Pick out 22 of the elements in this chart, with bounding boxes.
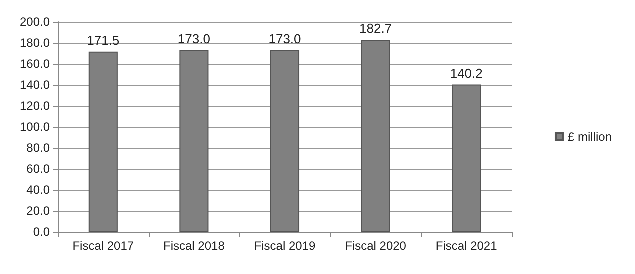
text: 173.0	[178, 31, 210, 46]
text: 182.7	[360, 21, 392, 36]
y-tick-label: 60.0	[26, 162, 50, 176]
x-tick-label: Fiscal 2019	[254, 239, 316, 253]
text: 173.0	[268, 31, 302, 46]
y-tick-label: 140.0	[20, 78, 50, 92]
y-tick-label: 180.0	[20, 36, 50, 50]
x-tick-label: Fiscal 2020	[345, 239, 407, 253]
y-tick-label: 100.0	[20, 120, 50, 134]
y-tick-label: 160.0	[20, 57, 50, 71]
text: 140.2	[450, 66, 483, 81]
legend-label: £ million	[568, 130, 612, 144]
x-tick-label: Fiscal 2021	[436, 239, 498, 253]
y-tick-label: 0.0	[33, 225, 50, 239]
y-tick-label: 40.0	[26, 183, 50, 197]
y-tick-label: 200.0	[20, 15, 50, 29]
x-tick-label: Fiscal 2018	[164, 239, 226, 253]
y-tick-label: 120.0	[20, 99, 50, 113]
y-tick-label: 80.0	[26, 141, 50, 155]
y-tick-label: 20.0	[26, 204, 50, 218]
x-tick-label: Fiscal 2017	[72, 239, 134, 253]
text: 171.5	[87, 32, 120, 48]
